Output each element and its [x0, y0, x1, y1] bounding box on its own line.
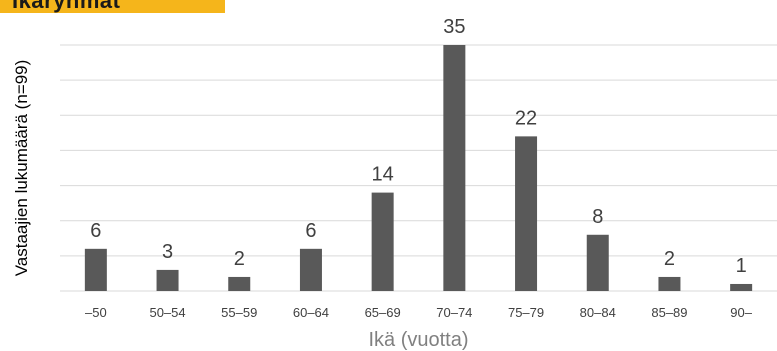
x-tick-label: 75–79	[508, 305, 544, 320]
bar	[730, 283, 753, 291]
bar	[299, 248, 322, 291]
gridlines	[60, 44, 777, 292]
x-tick-label: 55–59	[221, 305, 257, 320]
bar	[658, 276, 681, 291]
x-tick-label: 85–89	[651, 305, 687, 320]
bar	[586, 234, 609, 291]
x-tick-label: 90–	[730, 305, 752, 320]
data-label: 35	[443, 16, 465, 38]
bar	[515, 136, 538, 291]
x-tick-label: 65–69	[365, 305, 401, 320]
bar	[443, 45, 466, 291]
bar	[228, 276, 251, 291]
header-tag: Ikäryhmät	[0, 0, 225, 13]
y-axis-title: Vastaajien lukumäärä (n=99)	[12, 60, 31, 277]
data-label: 2	[664, 248, 675, 270]
data-label: 6	[90, 220, 101, 242]
x-axis-title: Ikä (vuotta)	[368, 329, 468, 351]
x-tick-labels: –50 50–54 55–59 60–64 65–69 70–74 75–79 80–84 85…	[85, 305, 753, 320]
data-label: 1	[736, 255, 747, 277]
data-label: 2	[234, 248, 245, 270]
data-label: 14	[372, 164, 394, 186]
bar	[371, 192, 394, 291]
bar	[156, 269, 179, 291]
x-tick-label: 80–84	[580, 305, 616, 320]
x-tick-label: 60–64	[293, 305, 329, 320]
bar	[84, 248, 107, 291]
data-label: 22	[515, 107, 537, 129]
data-label: 8	[592, 206, 603, 228]
header-tag-text: Ikäryhmät	[12, 0, 121, 13]
data-labels: 6 3 2 6 14 35 22 8 2 1	[90, 16, 746, 277]
x-tick-label: 50–54	[149, 305, 185, 320]
data-label: 3	[162, 241, 173, 263]
bars	[84, 45, 753, 291]
x-tick-label: –50	[85, 305, 107, 320]
x-tick-label: 70–74	[436, 305, 472, 320]
data-label: 6	[305, 220, 316, 242]
